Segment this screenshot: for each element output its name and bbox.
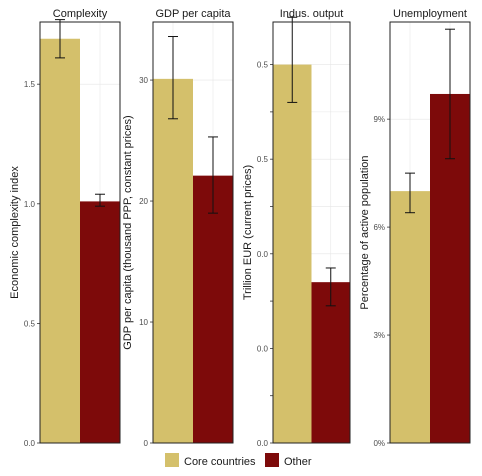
bar-core <box>390 191 430 443</box>
tick-label: 0.5 <box>257 61 269 70</box>
tick-label: 0.5 <box>24 319 36 328</box>
panel-title: Complexity <box>53 8 108 20</box>
panel-frame <box>152 21 234 444</box>
panel-4: Unemployment 0% 3% 6% 9% Percentage of active… <box>359 8 471 448</box>
legend-swatch-other <box>265 453 279 467</box>
bar-other <box>80 201 120 443</box>
legend-label-other: Other <box>284 456 312 468</box>
y-axis-title: GDP per capita (thousand PPP, constant p… <box>122 115 134 349</box>
bar-core <box>40 38 80 443</box>
legend-label-core: Core countries <box>184 456 256 468</box>
bar-core <box>273 64 312 444</box>
panel-1: Complexity 0.0 0.5 1.0 1.5 Economic complexit… <box>9 8 121 448</box>
bar-other <box>193 175 233 443</box>
tick-label: 0.0 <box>257 439 269 448</box>
tick-label: 0% <box>373 439 385 448</box>
y-axis-title: Percentage of active population <box>359 155 371 309</box>
panel-title: GDP per capita <box>155 8 231 20</box>
y-axis-title: Economic complexity index <box>9 166 21 299</box>
panel-title: Indus. output <box>280 8 344 20</box>
y-axis-title: Trillion EUR (current prices) <box>242 165 254 300</box>
tick-label: 0 <box>144 439 149 448</box>
panel-frame <box>389 21 471 444</box>
tick-label: 0.0 <box>24 439 36 448</box>
tick-label: 10 <box>139 318 148 327</box>
tick-label: 0.0 <box>257 344 269 353</box>
panel-frame <box>39 21 121 444</box>
tick-label: 1.0 <box>24 200 36 209</box>
panel-2: GDP per capita 0 10 20 30 GDP per capita (tho… <box>122 8 234 448</box>
tick-label: 0.5 <box>257 155 269 164</box>
tick-label: 20 <box>139 197 148 206</box>
panel-frame <box>272 21 351 444</box>
bar-other <box>311 282 350 443</box>
tick-label: 6% <box>373 223 385 232</box>
bar-core <box>153 78 193 443</box>
panel-title: Unemployment <box>393 8 467 20</box>
legend-swatch-core <box>165 453 179 467</box>
chart-panels: Complexity 0.0 0.5 1.0 1.5 Economic complexit… <box>9 8 471 448</box>
legend: Core countries Other <box>165 453 312 468</box>
tick-label: 0.0 <box>257 250 269 259</box>
tick-label: 1.5 <box>24 80 36 89</box>
tick-label: 30 <box>139 76 148 85</box>
tick-label: 3% <box>373 331 385 340</box>
tick-label: 9% <box>373 115 385 124</box>
